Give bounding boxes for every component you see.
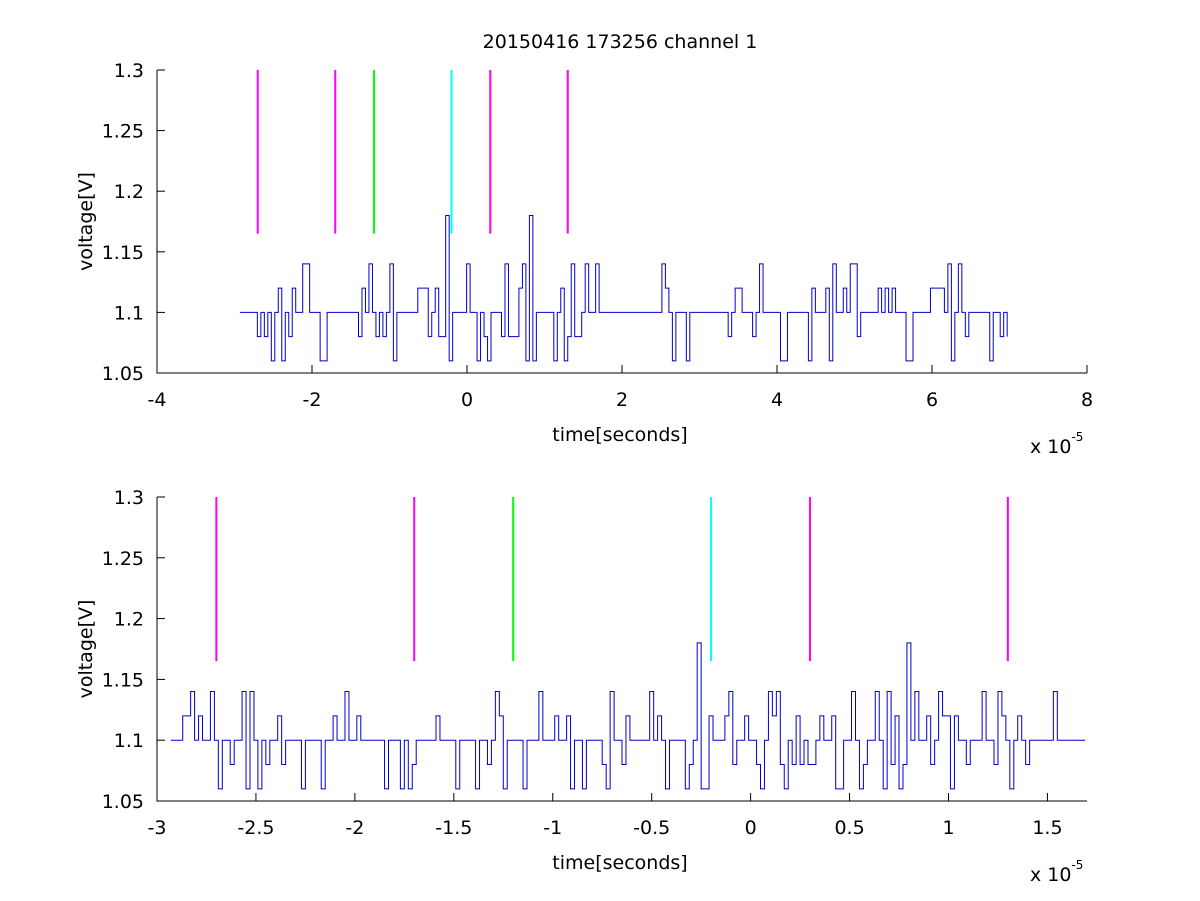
y-tick-label: 1.1 [114, 302, 144, 324]
y-tick-label: 1.15 [102, 669, 144, 691]
y-tick-label: 1.2 [114, 609, 144, 631]
x-tick-label: 0 [745, 817, 757, 839]
x-tick-label: -2 [303, 389, 322, 411]
x-tick-label: -3 [148, 817, 167, 839]
x-tick-label: 1.5 [1032, 817, 1062, 839]
y-axis-label: voltage[V] [75, 600, 97, 699]
top-subplot: -4 -2 0 2 4 6 8 1.05 1.1 1.15 1.2 1.25 1.3 time[secon… [75, 60, 1093, 458]
x-tick-label: -4 [148, 389, 167, 411]
x-tick-label: 6 [926, 389, 938, 411]
x-tick-label: -1.5 [435, 817, 472, 839]
y-tick-label: 1.1 [114, 730, 144, 752]
axes-frame [156, 70, 1087, 374]
x-tick-label: -0.5 [633, 817, 670, 839]
y-tick-label: 1.3 [114, 60, 144, 82]
x-multiplier: x 10-5 [1030, 858, 1083, 886]
x-tick-label: 0 [461, 389, 473, 411]
x-tick-label: -2 [345, 817, 364, 839]
voltage-trace [170, 642, 1086, 790]
y-tick-label: 1.25 [102, 121, 144, 143]
x-tick-label: 4 [771, 389, 783, 411]
y-tick-label: 1.15 [102, 242, 144, 264]
x-axis-label: time[seconds] [552, 424, 687, 446]
x-tick-label: 0.5 [834, 817, 864, 839]
y-tick-label: 1.25 [102, 548, 144, 570]
bottom-subplot: -3 -2.5 -2 -1.5 -1 -0.5 0 0.5 1 1.5 1.05 1.1 1.15 1.2… [75, 487, 1087, 886]
voltage-trace [239, 214, 1008, 362]
y-tick-label: 1.05 [102, 363, 144, 385]
y-axis-label: voltage[V] [75, 172, 97, 271]
x-multiplier: x 10-5 [1030, 430, 1083, 458]
x-tick-label: 1 [942, 817, 954, 839]
figure-title: 20150416 173256 channel 1 [483, 31, 758, 53]
x-tick-label: 2 [616, 389, 628, 411]
x-tick-label: -1 [543, 817, 562, 839]
y-tick-label: 1.05 [102, 791, 144, 813]
y-tick-label: 1.3 [114, 487, 144, 509]
x-tick-label: 8 [1081, 389, 1093, 411]
x-axis-label: time[seconds] [552, 852, 687, 874]
x-tick-label: -2.5 [237, 817, 274, 839]
y-tick-label: 1.2 [114, 181, 144, 203]
